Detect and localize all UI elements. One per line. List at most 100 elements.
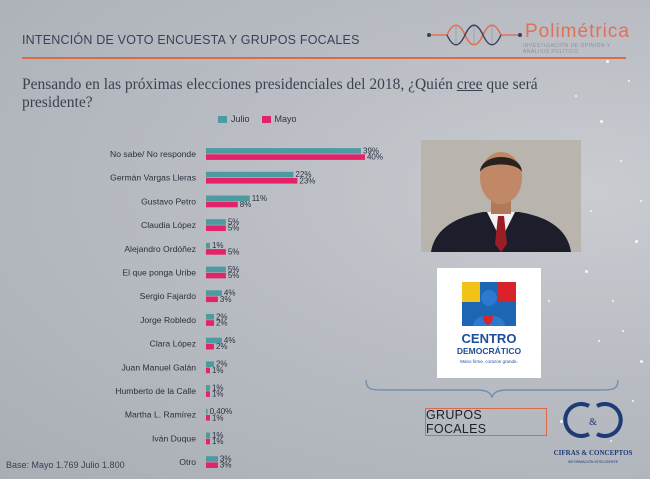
bar-mayo	[206, 154, 365, 160]
data-label-mayo: 8%	[240, 200, 252, 209]
data-label-mayo: 1%	[212, 366, 224, 375]
data-label-julio: 3%	[220, 455, 232, 464]
legend-label-julio: Julio	[231, 114, 250, 124]
sparkle	[622, 330, 624, 332]
bar-julio	[206, 242, 210, 249]
sparkle	[635, 240, 638, 243]
data-label-julio: 4%	[224, 289, 236, 298]
candidate-photo	[421, 140, 581, 252]
sparkle	[548, 300, 550, 302]
data-label-mayo: 1%	[212, 413, 224, 422]
data-label-julio: 0,40%	[210, 407, 233, 416]
sparkle	[560, 420, 563, 423]
bar-mayo	[206, 272, 226, 279]
bar-julio	[206, 195, 250, 202]
bar-julio	[206, 266, 226, 273]
data-label-julio: 1%	[212, 241, 224, 250]
category-label: No sabe/ No responde	[110, 149, 196, 159]
data-label-mayo: 3%	[220, 461, 232, 470]
legend-swatch-mayo	[261, 115, 271, 123]
category-label: El que ponga Uribe	[122, 268, 196, 278]
category-label: Humberto de la Calle	[115, 386, 196, 396]
sparkle	[640, 200, 642, 202]
sparkle	[606, 60, 609, 63]
partner-name: CIFRAS & CONCEPTOS	[554, 449, 633, 457]
dna-wave-icon	[427, 24, 522, 46]
question-text-start: Pensando en las próximas elecciones pres…	[22, 76, 457, 93]
legend-label-mayo: Mayo	[274, 114, 297, 124]
bar-julio	[206, 361, 214, 367]
sparkle	[575, 95, 577, 97]
sparkle	[632, 400, 634, 402]
category-label: Iván Duque	[152, 433, 196, 443]
sparkle	[598, 340, 600, 342]
sparkle	[640, 360, 643, 363]
sparkle	[600, 120, 603, 123]
data-label-julio: 22%	[295, 170, 311, 179]
survey-question: Pensando en las próximas elecciones pres…	[22, 76, 582, 112]
bar-julio	[206, 456, 218, 462]
bar-julio	[206, 408, 208, 415]
data-label-mayo: 5%	[228, 247, 240, 256]
category-label: Alejandro Ordóñez	[124, 244, 196, 254]
bar-mayo	[206, 201, 238, 208]
data-label-julio: 1%	[212, 383, 224, 392]
sparkle	[585, 270, 588, 273]
slide-title: INTENCIÓN DE VOTO ENCUESTA Y GRUPOS FOCA…	[22, 33, 360, 47]
bar-mayo	[206, 415, 210, 421]
bar-julio	[206, 290, 222, 296]
category-label: Sergio Fajardo	[140, 291, 197, 301]
bar-mayo	[206, 225, 226, 231]
data-label-mayo: 1%	[212, 390, 224, 399]
data-label-mayo: 2%	[216, 319, 228, 328]
bar-mayo	[206, 296, 218, 303]
bar-julio	[206, 314, 214, 320]
bar-mayo	[206, 391, 210, 397]
data-label-julio: 2%	[216, 360, 228, 369]
sparkle	[610, 440, 612, 442]
bar-julio	[206, 148, 361, 154]
party-name-line1: CENTRO	[462, 331, 517, 346]
category-label: Germán Vargas Lleras	[110, 173, 196, 183]
data-label-mayo: 23%	[299, 176, 315, 185]
data-label-mayo: 5%	[228, 271, 240, 280]
legend-item-mayo: Mayo	[261, 114, 297, 124]
focus-group-bracket	[365, 380, 619, 398]
data-label-julio: 2%	[216, 312, 228, 321]
sparkle	[612, 300, 614, 302]
legend-item-julio: Julio	[218, 114, 250, 124]
category-label: Juan Manuel Galán	[121, 362, 196, 372]
data-label-julio: 5%	[228, 218, 240, 227]
sample-base-note: Base: Mayo 1.769 Julio 1.800	[6, 460, 125, 470]
data-label-julio: 39%	[363, 146, 379, 155]
data-label-julio: 11%	[252, 194, 267, 203]
brand-tagline: INVESTIGACIÓN DE OPINIÓN Y ANÁLISIS POLÍ…	[523, 43, 611, 55]
header-divider	[22, 57, 626, 59]
brand-name: Polimétrica	[525, 21, 630, 42]
bar-julio	[206, 385, 210, 391]
bar-julio	[206, 337, 222, 344]
bar-julio	[206, 219, 226, 225]
data-label-julio: 4%	[224, 336, 236, 345]
data-label-mayo: 5%	[228, 224, 240, 233]
data-label-julio: 1%	[212, 431, 224, 440]
sparkle	[628, 80, 630, 82]
focus-groups-label: GRUPOS FOCALES	[425, 408, 547, 436]
question-emphasis: cree	[456, 76, 483, 93]
bar-mayo	[206, 438, 210, 445]
bar-mayo	[206, 320, 214, 326]
data-label-mayo: 3%	[220, 295, 232, 304]
category-label: Jorge Robledo	[140, 315, 196, 325]
svg-text:&: &	[589, 417, 597, 428]
sparkle	[590, 210, 592, 212]
category-label: Gustavo Petro	[141, 196, 196, 206]
party-name-line2: DEMOCRÁTICO	[457, 346, 522, 356]
category-label: Otro	[179, 457, 196, 467]
category-label: Claudia López	[141, 220, 196, 230]
bar-julio	[206, 171, 294, 178]
data-label-mayo: 40%	[367, 153, 383, 162]
bar-mayo	[206, 249, 226, 255]
cifras-conceptos-logo: & CIFRAS & CONCEPTOS INFORMACIÓN INTELIG…	[553, 398, 633, 470]
